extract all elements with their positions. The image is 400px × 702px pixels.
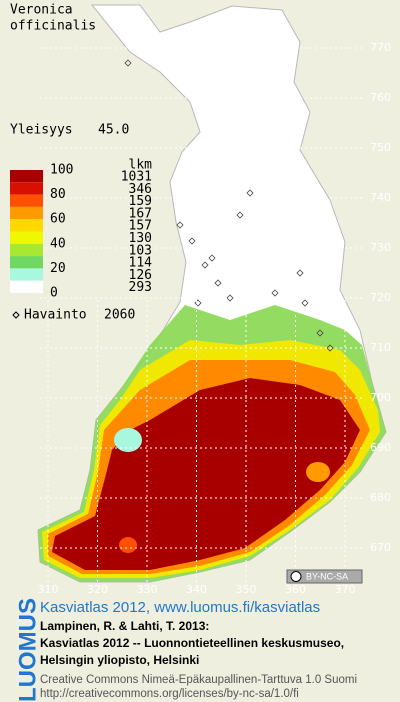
frequency-label: Yleisyys: [10, 123, 73, 138]
northing-label: 770: [370, 41, 391, 54]
legend-count: 167: [129, 206, 152, 221]
northing-label: 750: [370, 141, 391, 154]
frequency-value: 45.0: [98, 123, 129, 138]
easting-label: 320: [87, 583, 108, 596]
easting-label: 360: [285, 583, 306, 596]
atlas-link: Kasviatlas 2012, www.luomus.fi/kasviatla…: [40, 599, 320, 616]
legend-count: 130: [129, 231, 152, 246]
zone-patch: [306, 462, 330, 482]
citation: Lampinen, R. & Lahti, T. 2013:: [40, 619, 209, 633]
species-name: Veronica: [10, 3, 73, 18]
legend-swatch: [10, 268, 43, 281]
cc-icon: [290, 571, 302, 582]
license-badge: [286, 569, 363, 584]
legend-level: 0: [50, 286, 58, 301]
easting-label: 340: [186, 583, 207, 596]
northing-label: 670: [370, 541, 391, 554]
grid: 770 760 750 740 730 720 710 700 690 680 670 310 320 3…: [38, 41, 392, 596]
legend-level: 100: [50, 163, 73, 178]
zone-patch: [114, 428, 142, 452]
zone-patch: [119, 537, 137, 553]
count-header: lkm: [129, 158, 153, 173]
easting-label: 370: [335, 583, 356, 596]
observation-label: Havainto: [24, 308, 87, 323]
legend: 100 80 60 40 20 0 1031346159167157130103114126…: [10, 163, 152, 301]
legend-swatch: [10, 256, 43, 269]
easting-label: 350: [236, 583, 257, 596]
legend-count: 159: [129, 194, 152, 209]
easting-label: 330: [137, 583, 158, 596]
legend-level: 20: [50, 261, 66, 276]
legend-level: 40: [50, 236, 66, 251]
legend-swatch: [10, 219, 43, 232]
easting-label: 310: [38, 583, 59, 596]
northing-label: 700: [370, 391, 391, 404]
citation: Kasviatlas 2012 -- Luonnontieteellinen k…: [40, 636, 344, 650]
observation-count: 2060: [104, 308, 135, 323]
license-badge-text: BY-NC-SA: [306, 571, 348, 581]
license: http://creativecommons.org/licenses/by-n…: [40, 688, 299, 700]
northing-label: 710: [370, 341, 391, 354]
map: [37, 4, 387, 583]
legend-count: 157: [129, 219, 152, 234]
legend-swatch: [10, 170, 43, 183]
legend-swatch: [10, 206, 43, 220]
legend-count: 103: [129, 243, 152, 258]
legend-count: 293: [129, 280, 152, 295]
citation: Helsingin yliopisto, Helsinki: [40, 653, 199, 667]
observation-symbol: [12, 311, 20, 319]
legend-swatch: [10, 182, 43, 195]
legend-swatch: [10, 280, 43, 293]
legend-count: 1031: [121, 170, 152, 185]
legend-level: 60: [50, 212, 66, 227]
legend-count: 126: [129, 268, 152, 283]
legend-level: 80: [50, 187, 66, 202]
northing-label: 760: [370, 91, 391, 104]
legend-swatch: [10, 194, 43, 207]
license: Creative Commons Nimeä-Epäkaupallinen-Ta…: [40, 674, 357, 686]
legend-count: 114: [129, 256, 153, 271]
legend-count: 346: [129, 182, 152, 197]
northing-label: 690: [370, 441, 391, 454]
northing-label: 680: [370, 491, 391, 504]
brand: LUOMUS: [14, 598, 41, 702]
northing-label: 730: [370, 241, 391, 254]
legend-swatch: [10, 231, 43, 244]
species-name: officinalis: [10, 19, 96, 34]
northing-label: 740: [370, 191, 391, 204]
zone-dark-red: [52, 378, 360, 570]
legend-swatch: [10, 243, 43, 257]
observation-symbols: [124, 59, 334, 352]
northing-label: 720: [370, 291, 391, 304]
